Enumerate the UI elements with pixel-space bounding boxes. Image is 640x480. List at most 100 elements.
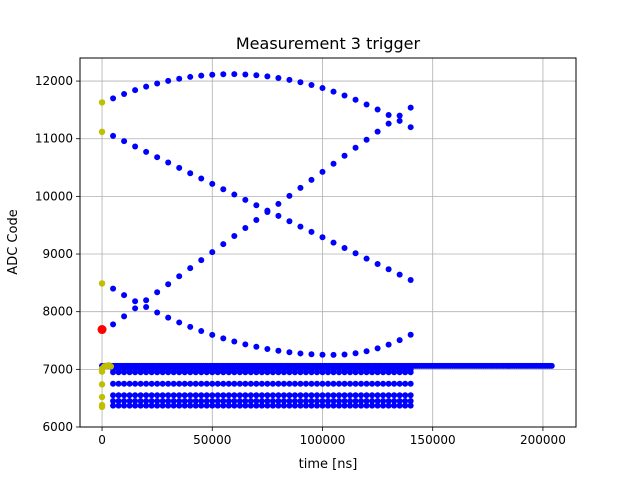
data-point <box>375 392 381 398</box>
data-point <box>386 121 392 127</box>
data-point <box>375 129 381 135</box>
data-point <box>275 75 281 81</box>
data-point <box>176 273 182 279</box>
y-tick-label: 11000 <box>35 132 73 146</box>
data-point <box>204 392 210 398</box>
data-point <box>275 369 281 375</box>
data-point <box>319 234 325 240</box>
data-point <box>308 392 314 398</box>
data-point <box>402 369 408 375</box>
data-point <box>149 392 155 398</box>
data-point <box>303 381 309 387</box>
data-point <box>176 319 182 325</box>
data-point <box>331 392 337 398</box>
data-point <box>297 381 303 387</box>
data-point <box>248 381 254 387</box>
data-point <box>319 352 325 358</box>
data-point <box>226 403 232 409</box>
data-point <box>253 72 259 78</box>
data-point <box>386 369 392 375</box>
data-point <box>182 403 188 409</box>
data-point <box>154 369 160 375</box>
chart-title: Measurement 3 trigger <box>236 34 421 53</box>
data-point <box>358 392 364 398</box>
data-point <box>264 403 270 409</box>
data-point <box>364 369 370 375</box>
data-point <box>110 321 116 327</box>
data-point <box>187 74 193 80</box>
data-point <box>281 369 287 375</box>
data-point <box>297 185 303 191</box>
data-point <box>308 381 314 387</box>
data-point <box>231 339 237 345</box>
y-tick-label: 6000 <box>42 420 73 434</box>
data-point <box>143 304 149 310</box>
data-point <box>132 87 138 93</box>
data-point <box>319 381 325 387</box>
data-point <box>220 241 226 247</box>
data-point <box>110 369 116 375</box>
data-point <box>297 79 303 85</box>
data-point <box>375 369 381 375</box>
initial-point <box>99 381 105 387</box>
data-point <box>369 392 375 398</box>
data-point <box>342 352 348 358</box>
data-point <box>347 392 353 398</box>
data-point <box>353 97 359 103</box>
data-point <box>402 392 408 398</box>
data-point <box>198 328 204 334</box>
data-point <box>220 392 226 398</box>
data-point <box>127 392 133 398</box>
data-point <box>336 392 342 398</box>
data-point <box>331 403 337 409</box>
data-point <box>336 403 342 409</box>
x-tick-label: 50000 <box>193 433 231 447</box>
data-point <box>209 249 215 255</box>
data-point <box>182 369 188 375</box>
x-tick-label: 200000 <box>520 433 566 447</box>
data-point <box>242 369 248 375</box>
data-point <box>242 403 248 409</box>
data-point <box>121 381 127 387</box>
data-point <box>127 403 133 409</box>
data-point <box>391 369 397 375</box>
data-point <box>209 181 215 187</box>
data-point <box>127 369 133 375</box>
data-point <box>275 213 281 219</box>
data-point <box>154 381 160 387</box>
data-point <box>182 392 188 398</box>
data-point <box>308 369 314 375</box>
data-point <box>342 245 348 251</box>
highlight-point <box>98 325 107 334</box>
data-point <box>132 403 138 409</box>
data-point <box>143 84 149 90</box>
data-point <box>270 403 276 409</box>
data-point <box>226 369 232 375</box>
data-point <box>292 403 298 409</box>
x-tick-label: 0 <box>98 433 106 447</box>
data-point <box>308 403 314 409</box>
data-point <box>248 369 254 375</box>
data-point <box>347 369 353 375</box>
data-point <box>286 77 292 83</box>
data-point <box>308 229 314 235</box>
data-point <box>253 217 259 223</box>
initial-point <box>99 394 105 400</box>
data-point <box>331 240 337 246</box>
data-point <box>237 392 243 398</box>
data-point <box>264 381 270 387</box>
y-tick-label: 8000 <box>42 305 73 319</box>
data-point <box>375 403 381 409</box>
data-point <box>292 369 298 375</box>
data-point <box>402 403 408 409</box>
data-point <box>358 381 364 387</box>
data-point <box>143 381 149 387</box>
data-point <box>325 369 331 375</box>
data-point <box>160 392 166 398</box>
data-point <box>364 101 370 107</box>
data-point <box>286 403 292 409</box>
data-point <box>264 346 270 352</box>
data-point <box>165 403 171 409</box>
data-point <box>386 381 392 387</box>
y-tick-label: 12000 <box>35 74 73 88</box>
